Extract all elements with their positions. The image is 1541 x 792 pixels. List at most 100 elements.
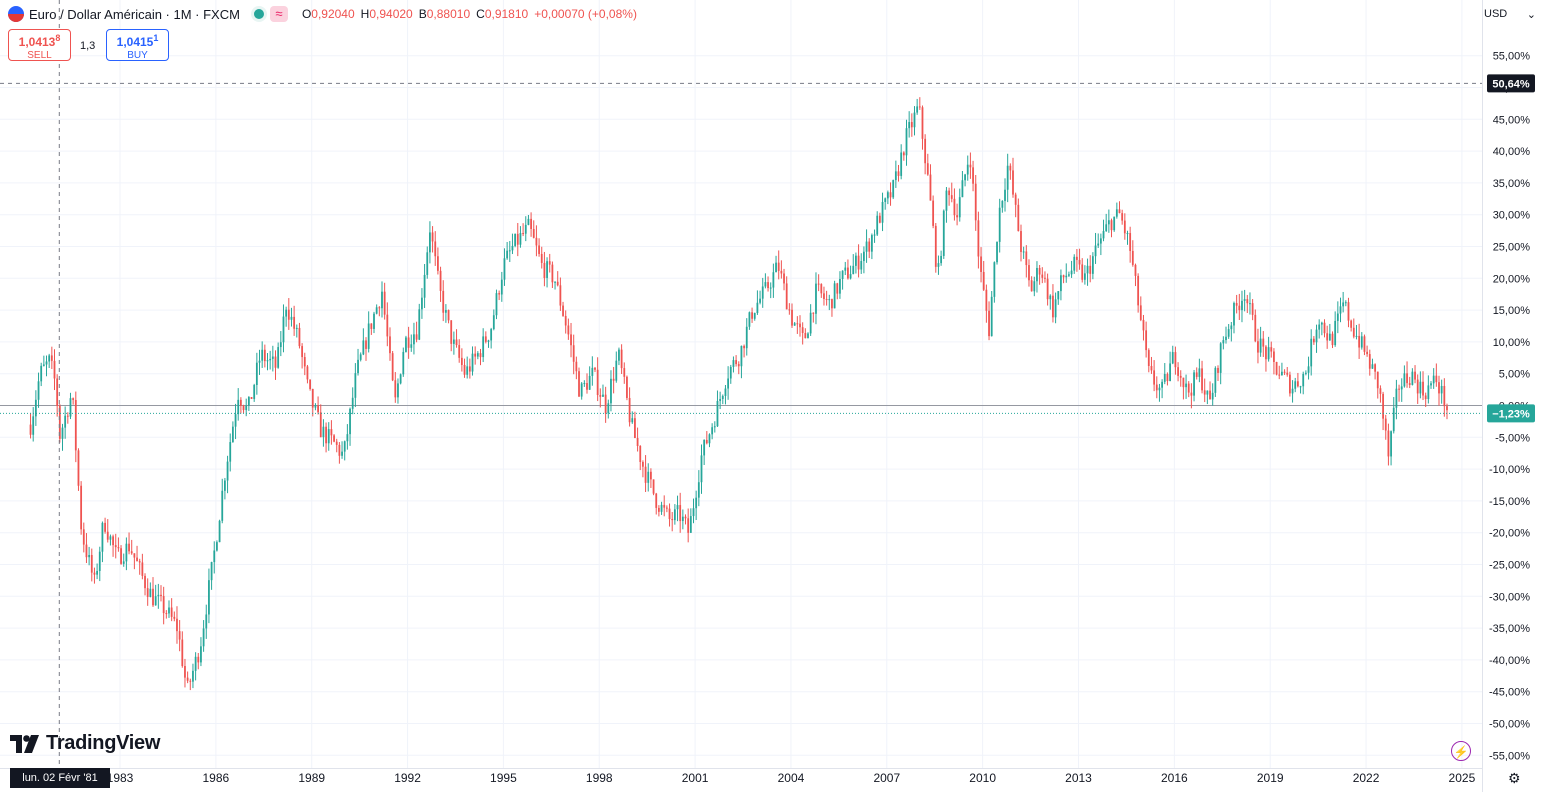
candle-body xyxy=(972,167,974,184)
candle-body xyxy=(349,408,351,435)
x-tick-label: 1998 xyxy=(586,771,613,785)
gear-icon[interactable]: ⚙ xyxy=(1508,770,1521,786)
candle-body xyxy=(998,207,1001,242)
candle-body xyxy=(476,353,479,357)
candle-body xyxy=(1169,363,1171,382)
candle-body xyxy=(186,677,189,681)
candle-body xyxy=(1046,278,1049,300)
x-axis[interactable]: 1983 1986 1989 1992 1995 1998 2001 2004 2007 2010… xyxy=(0,768,1482,786)
wave-icon[interactable]: ≈ xyxy=(269,6,288,22)
candle-body xyxy=(855,255,857,266)
candle-body xyxy=(1110,220,1113,231)
candle-body xyxy=(447,310,450,321)
candle-body xyxy=(498,293,501,295)
tradingview-logo[interactable]: TradingView xyxy=(10,732,160,755)
candle-body xyxy=(1062,275,1065,278)
sell-button[interactable]: 1,04138 SELL xyxy=(8,29,71,61)
candle-body xyxy=(77,450,80,486)
candle-body xyxy=(884,198,887,202)
candle-body xyxy=(916,106,919,113)
candle-body xyxy=(772,272,775,288)
candle-body xyxy=(431,232,434,242)
candle-body xyxy=(681,516,684,522)
candle-body xyxy=(112,536,114,546)
ohlc-open: O0,92040 xyxy=(302,7,355,21)
candle-body xyxy=(1273,351,1275,362)
candle-body xyxy=(857,255,860,270)
candle-body xyxy=(1174,352,1177,368)
candle-body xyxy=(338,444,341,456)
candle-body xyxy=(1214,367,1217,393)
candle-body xyxy=(413,334,415,345)
candle-body xyxy=(1408,383,1411,385)
candle-body xyxy=(258,360,261,363)
candle-body xyxy=(455,339,458,346)
buy-button[interactable]: 1,04151 BUY xyxy=(106,29,169,61)
candle-body xyxy=(1206,390,1209,395)
candle-body xyxy=(1028,265,1030,281)
candle-body xyxy=(538,245,540,254)
candle-body xyxy=(1440,385,1443,394)
candle-body xyxy=(1241,300,1243,311)
candle-body xyxy=(357,359,359,374)
candle-body xyxy=(229,442,232,462)
candle-body xyxy=(607,403,610,414)
candle-body xyxy=(580,383,583,397)
candle-body xyxy=(1033,281,1036,292)
candle-body xyxy=(421,297,423,310)
price-change: +0,00070 (+0,08%) xyxy=(534,7,637,21)
candle-body xyxy=(178,631,181,640)
y-tick-label: 55,00% xyxy=(1493,51,1531,63)
candle-body xyxy=(796,323,799,325)
candle-body xyxy=(242,405,245,411)
candle-body xyxy=(216,542,218,551)
candle-body xyxy=(106,531,109,540)
x-tick-label: 2022 xyxy=(1353,771,1380,785)
candle-body xyxy=(1145,330,1148,351)
x-tick-label: 2019 xyxy=(1257,771,1284,785)
candle-body xyxy=(575,361,578,372)
x-tick-label: 2025 xyxy=(1449,771,1476,785)
candle-body xyxy=(908,122,911,129)
candle-body xyxy=(1166,374,1169,382)
candle-body xyxy=(122,561,125,564)
candle-body xyxy=(524,224,527,234)
candle-body xyxy=(1025,251,1028,266)
candle-body xyxy=(1161,381,1164,388)
candle-body xyxy=(679,505,682,522)
candle-body xyxy=(503,258,506,280)
candle-body xyxy=(966,164,969,175)
candle-body xyxy=(1382,393,1384,419)
candle-body xyxy=(703,439,706,456)
symbol-title[interactable]: Euro / Dollar Américain · 1M · FXCM xyxy=(29,6,240,22)
buy-label: BUY xyxy=(127,50,148,61)
candle-body xyxy=(1376,371,1379,389)
y-tick-label: -15,00% xyxy=(1489,496,1530,508)
currency-selector[interactable]: USD ⌄ xyxy=(1484,5,1536,23)
y-tick-label: 45,00% xyxy=(1493,114,1531,126)
candle-body xyxy=(673,509,676,521)
candle-body xyxy=(1270,347,1273,352)
candle-body xyxy=(831,299,833,309)
candle-body xyxy=(479,353,482,358)
candle-body xyxy=(1068,274,1070,276)
bolt-icon[interactable]: ⚡ xyxy=(1451,741,1471,761)
open-value: 0,92040 xyxy=(311,7,355,21)
ohlc-close: C0,91810 xyxy=(476,7,528,21)
candle-body xyxy=(591,367,594,376)
candle-body xyxy=(1123,220,1126,234)
candle-body xyxy=(184,666,186,678)
symbol-header: Euro / Dollar Américain · 1M · FXCM ≈ O0… xyxy=(8,5,637,23)
candle-body xyxy=(735,360,738,365)
candle-body xyxy=(1286,372,1289,375)
candle-body xyxy=(695,497,698,509)
candle-body xyxy=(1187,383,1190,393)
candle-body xyxy=(141,562,144,576)
candle-body xyxy=(136,557,138,562)
candle-body xyxy=(1171,352,1174,364)
candle-body xyxy=(1339,306,1342,314)
candle-body xyxy=(149,588,152,597)
candle-body xyxy=(809,312,812,334)
y-axis[interactable]: 55,00%50,00%45,00%40,00%35,00%30,00%25,0… xyxy=(1482,0,1531,792)
